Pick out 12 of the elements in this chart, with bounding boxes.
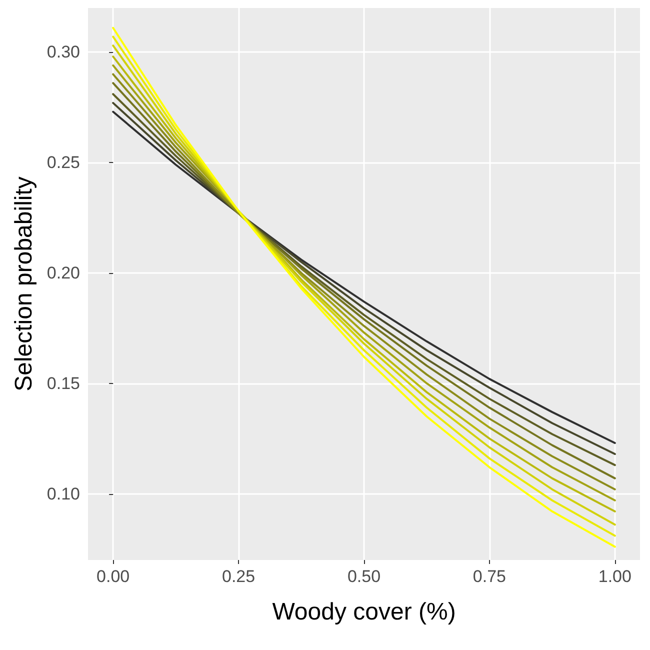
y-tick-label: 0.10 (46, 484, 80, 504)
x-tick-label: 0.75 (472, 567, 506, 586)
x-tick-label: 1.00 (598, 567, 632, 586)
x-axis-title: Woody cover (%) (272, 598, 456, 626)
x-tick-label: 0.50 (347, 567, 381, 586)
y-tick-label: 0.25 (46, 153, 80, 172)
x-tick-label: 0.00 (96, 567, 130, 586)
y-tick-label: 0.30 (46, 42, 80, 62)
y-tick-label: 0.20 (46, 263, 80, 282)
x-tick-label: 0.25 (222, 567, 256, 586)
y-tick-label: 0.15 (46, 374, 80, 393)
y-axis-title: Selection probability (10, 176, 38, 392)
